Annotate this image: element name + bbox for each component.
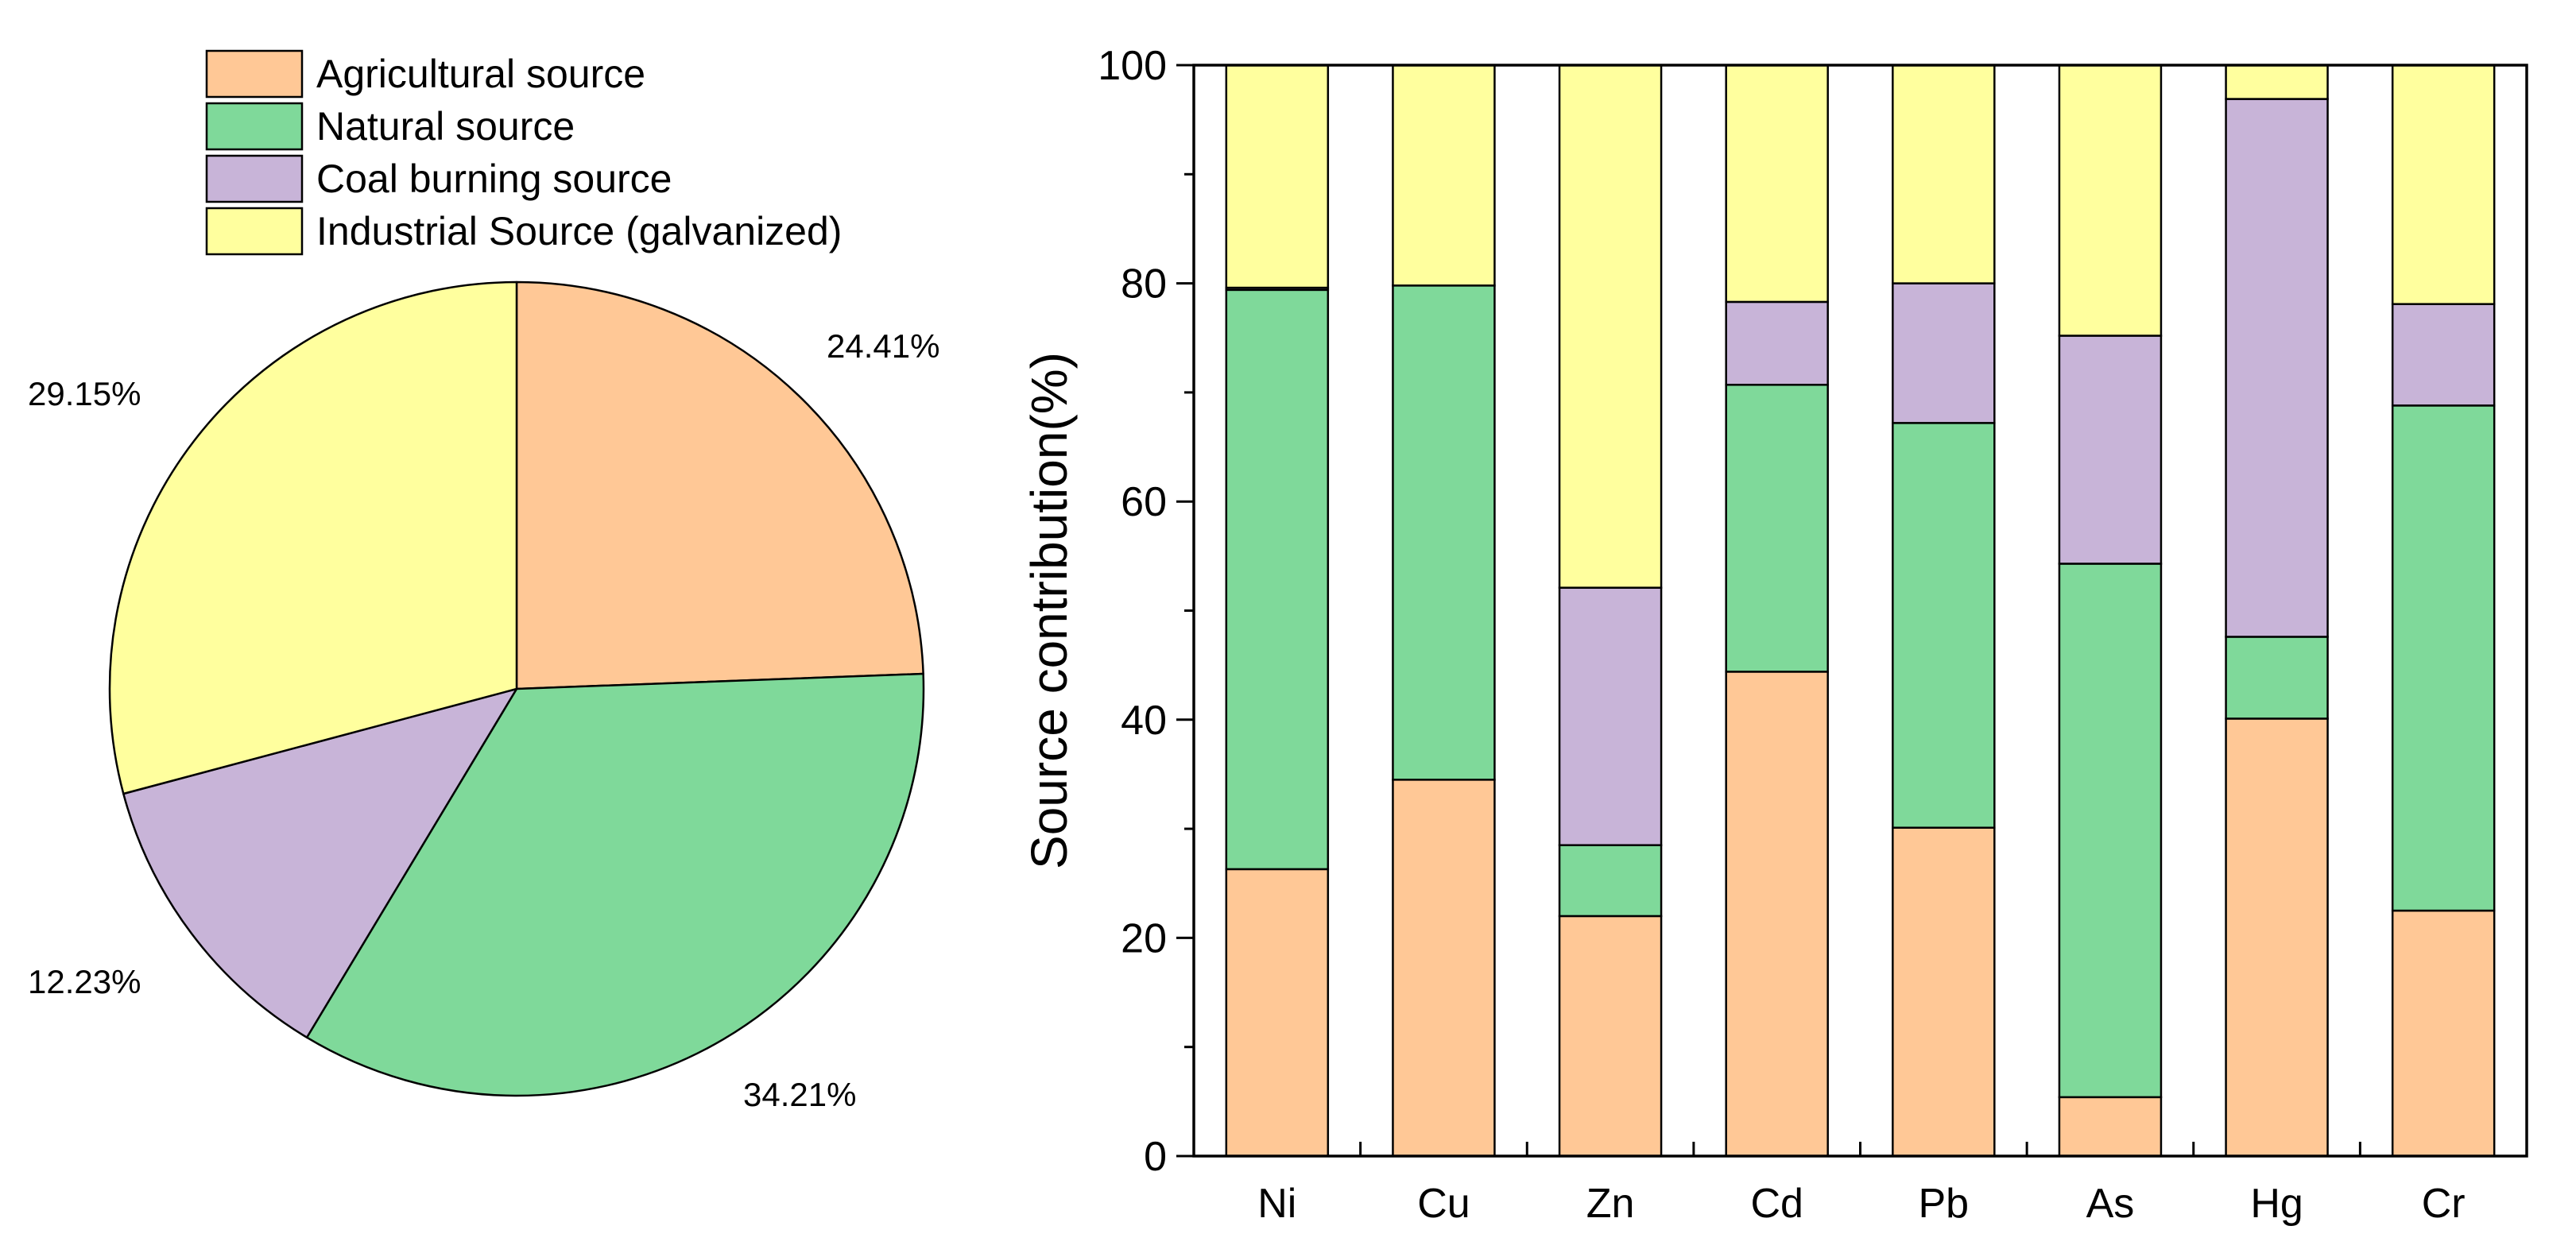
legend-swatch-natural-source — [205, 102, 304, 151]
bar-pb-natural-source — [1892, 422, 1996, 829]
x-tick-label-as: As — [2086, 1181, 2135, 1227]
y-tick-label-40: 40 — [1121, 698, 1167, 744]
stacked-bar-chart: Ni Cu Zn Cd Pb As Hg Cr 0 20 40 60 80 100 Source contr… — [1021, 43, 2528, 1227]
y-axis-title: Source contribution(%) — [1021, 352, 1078, 869]
x-tick-label-cr: Cr — [2422, 1181, 2466, 1227]
pie-slice-natural-source — [305, 672, 925, 1097]
bar-pb-coal-burning-source — [1892, 282, 1996, 424]
bar-zn-agricultural-source — [1558, 915, 1663, 1158]
pie-label-industrial-source-galvanized: 29.15% — [28, 375, 141, 412]
bar-cu-agricultural-source — [1392, 779, 1496, 1158]
y-tick-label-60: 60 — [1121, 479, 1167, 525]
pie-slice-agricultural-source — [515, 280, 924, 690]
x-tick-label-ni: Ni — [1257, 1181, 1296, 1227]
bar-as-agricultural-source — [2058, 1096, 2163, 1158]
bar-cr-natural-source — [2391, 404, 2496, 912]
bar-cd-coal-burning-source — [1725, 300, 1829, 386]
x-tick-label-cu: Cu — [1417, 1181, 1470, 1227]
legend-label-coal-burning-source: Coal burning source — [316, 157, 672, 201]
bar-ni-agricultural-source — [1225, 868, 1330, 1158]
y-tick-label-0: 0 — [1144, 1134, 1167, 1180]
x-tick-label-cd: Cd — [1750, 1181, 1803, 1227]
bar-cu-natural-source — [1392, 284, 1496, 781]
y-tick-label-20: 20 — [1121, 915, 1167, 961]
y-tick-label-80: 80 — [1121, 261, 1167, 307]
bar-zn-coal-burning-source — [1558, 586, 1663, 846]
bar-cd-agricultural-source — [1725, 671, 1829, 1158]
legend-swatch-agricultural-source — [205, 49, 304, 99]
bar-cd-natural-source — [1725, 384, 1829, 673]
legend-label-industrial-source-galvanized: Industrial Source (galvanized) — [316, 209, 842, 253]
bar-hg-natural-source — [2225, 636, 2329, 720]
pie-chart: 24.41% 34.21% 12.23% 29.15% — [28, 280, 939, 1113]
pie-label-coal-burning-source: 12.23% — [28, 963, 141, 1000]
bar-pb-industrial-source-galvanized — [1892, 64, 1996, 284]
bar-cr-industrial-source-galvanized — [2391, 64, 2496, 305]
x-tick-label-zn: Zn — [1586, 1181, 1635, 1227]
pie-slice-coal-burning-source — [122, 687, 518, 1038]
y-tick-label-100: 100 — [1098, 43, 1167, 89]
legend-swatch-coal-burning-source — [205, 154, 304, 203]
legend: Agricultural source Natural source Coal bu… — [205, 49, 842, 256]
bar-cu-industrial-source-galvanized — [1392, 64, 1496, 287]
pie-label-agricultural-source: 24.41% — [827, 327, 939, 365]
bar-hg-coal-burning-source — [2225, 98, 2329, 638]
bar-cr-coal-burning-source — [2391, 303, 2496, 407]
x-tick-label-pb: Pb — [1919, 1181, 1970, 1227]
bar-cd-industrial-source-galvanized — [1725, 64, 1829, 304]
bar-ni-natural-source — [1225, 288, 1330, 871]
bar-ni-industrial-source-galvanized — [1225, 64, 1330, 289]
bar-cr-agricultural-source — [2391, 909, 2496, 1158]
bar-as-industrial-source-galvanized — [2058, 64, 2163, 337]
legend-label-natural-source: Natural source — [316, 104, 575, 149]
pie-label-natural-source: 34.21% — [743, 1076, 856, 1113]
bar-as-coal-burning-source — [2058, 335, 2163, 565]
legend-swatch-industrial-source-galvanized — [205, 207, 304, 256]
bar-as-natural-source — [2058, 563, 2163, 1099]
bar-hg-industrial-source-galvanized — [2225, 64, 2329, 100]
legend-label-agricultural-source: Agricultural source — [316, 52, 645, 96]
bar-zn-natural-source — [1558, 844, 1663, 918]
bar-pb-agricultural-source — [1892, 826, 1996, 1158]
bar-hg-agricultural-source — [2225, 717, 2329, 1158]
x-tick-label-hg: Hg — [2250, 1181, 2303, 1227]
bar-zn-industrial-source-galvanized — [1558, 64, 1663, 589]
pie-slice-industrial-source-galvanized — [108, 280, 518, 795]
